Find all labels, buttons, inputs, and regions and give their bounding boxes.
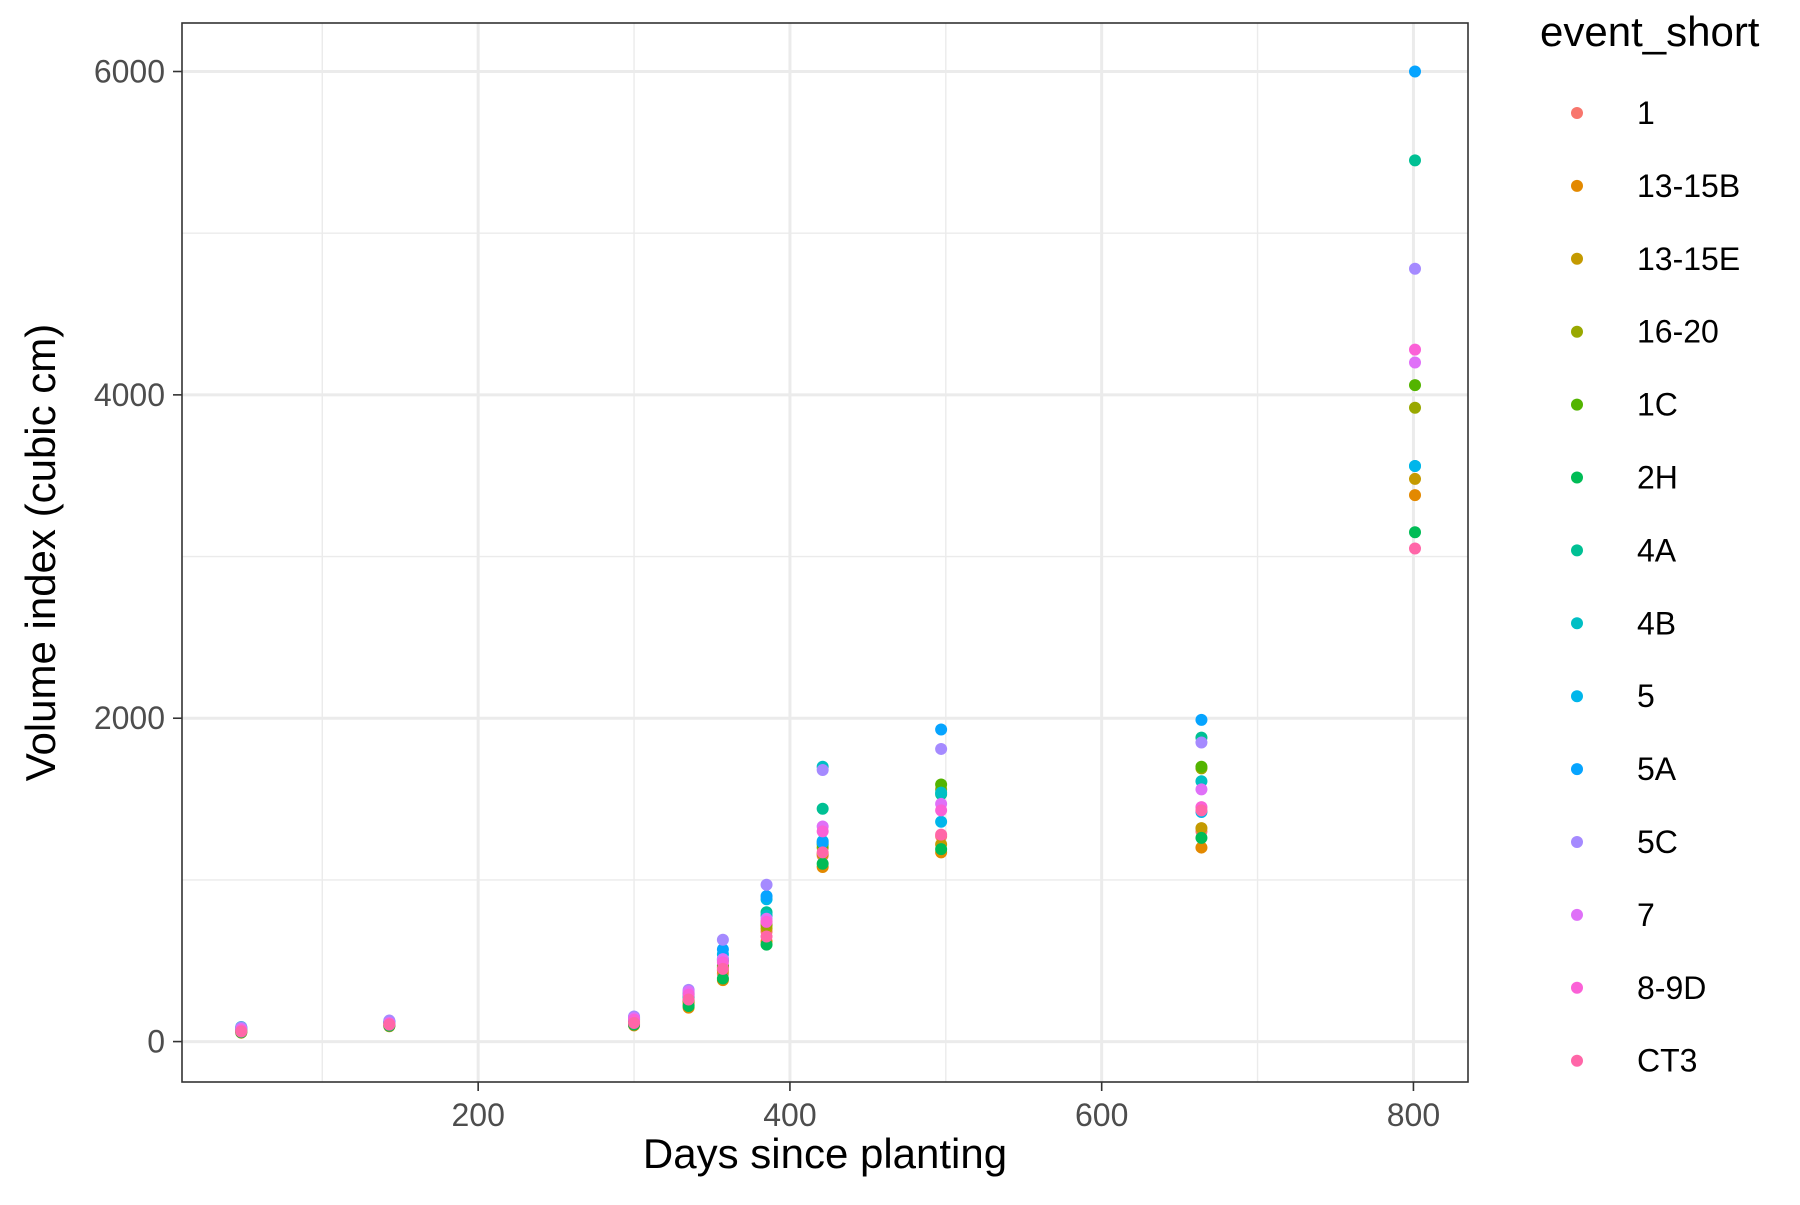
data-point — [1195, 822, 1208, 835]
data-point — [816, 836, 829, 849]
data-point — [383, 1018, 396, 1031]
data-point — [1409, 460, 1422, 473]
data-point — [816, 857, 829, 870]
legend-label: 8-9D — [1637, 970, 1706, 1006]
legend-key — [1571, 617, 1583, 630]
legend-label: 1C — [1637, 387, 1678, 423]
legend-key — [1571, 763, 1583, 776]
data-point — [1409, 401, 1422, 414]
data-point — [716, 933, 729, 946]
data-point — [1409, 343, 1422, 356]
legend-key — [1571, 471, 1583, 484]
legend-label: 4A — [1637, 532, 1677, 568]
data-point — [716, 972, 729, 985]
x-axis: 200 400 600 800 — [451, 1082, 1440, 1133]
legend-label: 13-15B — [1637, 168, 1740, 204]
y-tick-label: 2000 — [94, 700, 165, 736]
data-point — [1195, 831, 1208, 844]
data-point — [935, 804, 948, 817]
legend-key — [1571, 981, 1583, 994]
y-axis-title: Volume index (cubic cm) — [17, 324, 64, 782]
legend-key — [1571, 398, 1583, 411]
data-point — [760, 890, 773, 903]
data-point — [1195, 713, 1208, 726]
legend-label: 5A — [1637, 751, 1677, 787]
data-point — [1409, 472, 1422, 485]
data-point — [935, 815, 948, 828]
legend-label: CT3 — [1637, 1043, 1697, 1079]
data-point — [1195, 736, 1208, 749]
data-point — [716, 962, 729, 975]
data-point — [1409, 489, 1422, 502]
legend-title: event_short — [1540, 8, 1760, 55]
data-point — [760, 878, 773, 891]
data-point — [816, 763, 829, 776]
data-point — [1195, 760, 1208, 773]
data-point — [1409, 542, 1422, 555]
x-tick-label: 600 — [1075, 1097, 1128, 1133]
data-point — [816, 802, 829, 815]
legend-key — [1571, 107, 1583, 119]
data-point — [716, 943, 729, 956]
legend-label: 7 — [1637, 897, 1655, 933]
y-tick-label: 0 — [147, 1024, 165, 1060]
data-point — [935, 742, 948, 755]
data-point — [935, 723, 948, 736]
data-point — [935, 786, 948, 799]
x-tick-label: 800 — [1387, 1097, 1440, 1133]
data-point — [1409, 379, 1422, 392]
plot-panel-border — [181, 22, 1469, 1083]
x-tick-label: 200 — [451, 1097, 504, 1133]
data-point — [628, 1016, 641, 1029]
data-point — [1195, 783, 1208, 796]
legend-label: 16-20 — [1637, 314, 1719, 350]
legend-key — [1571, 179, 1583, 192]
data-point — [1195, 841, 1208, 854]
legend-key — [1571, 544, 1583, 557]
data-point — [1409, 65, 1422, 78]
data-point — [1409, 262, 1422, 275]
data-point — [816, 825, 829, 838]
data-point — [816, 846, 829, 859]
data-points — [235, 65, 1422, 1039]
x-axis-title: Days since planting — [643, 1130, 1007, 1177]
legend: event_short 1 13-15B 13-15E 16-20 1C 2H 4A 4B 5 5… — [1540, 8, 1760, 1079]
data-point — [935, 843, 948, 856]
data-point — [760, 930, 773, 943]
legend-key — [1571, 908, 1583, 921]
legend-label: 1 — [1637, 95, 1655, 131]
data-point — [1409, 526, 1422, 539]
legend-key — [1571, 325, 1583, 338]
data-point — [682, 993, 695, 1006]
data-point — [1195, 804, 1208, 817]
data-point — [935, 828, 948, 841]
data-point — [760, 915, 773, 928]
data-point — [1409, 356, 1422, 369]
legend-label: 4B — [1637, 605, 1676, 641]
x-tick-label: 400 — [763, 1097, 816, 1133]
data-point — [1409, 154, 1422, 167]
legend-label: 5C — [1637, 824, 1678, 860]
legend-label: 2H — [1637, 460, 1678, 496]
data-point — [235, 1025, 248, 1038]
legend-label: 5 — [1637, 678, 1655, 714]
legend-label: 13-15E — [1637, 241, 1740, 277]
grid-lines — [182, 23, 1468, 1082]
legend-key — [1571, 1054, 1583, 1067]
y-tick-label: 4000 — [94, 377, 165, 413]
legend-key — [1571, 690, 1583, 703]
legend-key — [1571, 836, 1583, 848]
y-tick-label: 6000 — [94, 54, 165, 90]
legend-key — [1571, 252, 1583, 265]
y-axis: 0 2000 4000 6000 — [94, 54, 182, 1060]
